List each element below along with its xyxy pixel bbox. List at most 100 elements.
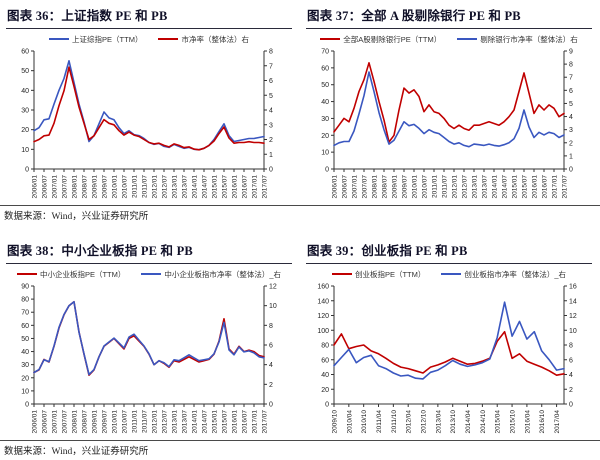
x-axis-tick-label: 2013/04 <box>435 410 442 434</box>
legend-line-swatch <box>49 37 70 41</box>
x-axis-tick-label: 2013/01 <box>172 410 179 434</box>
x-axis-tick-label: 2007/07 <box>62 410 69 434</box>
x-axis-tick-label: 2013/07 <box>182 175 189 199</box>
left-axis-tick-label: 120 <box>317 313 329 320</box>
left-axis-tick-label: 10 <box>21 388 29 395</box>
source-note-row-2: 数据来源：Wind，兴业证券研究所 <box>0 440 600 460</box>
x-axis-tick-label: 2006/01 <box>332 175 339 199</box>
x-axis-tick-label: 2006/07 <box>42 410 49 434</box>
right-axis-tick-label: 3 <box>569 127 573 134</box>
x-axis-tick-label: 2013/01 <box>472 175 479 199</box>
x-axis-tick-label: 2014/10 <box>480 410 487 434</box>
x-axis-tick-label: 2015/07 <box>222 175 229 199</box>
x-axis-tick-label: 2010/07 <box>422 175 429 199</box>
left-axis-tick-label: 50 <box>21 68 29 75</box>
x-axis-tick-label: 2008/07 <box>82 410 89 434</box>
x-axis-tick-label: 2009/07 <box>102 175 109 199</box>
right-axis-tick-label: 0 <box>569 167 573 174</box>
left-axis-tick-label: 0 <box>325 402 329 409</box>
legend-item: 创业板指PE（TTM） <box>331 269 426 280</box>
series-line-left <box>33 300 265 376</box>
x-axis-tick-label: 2012/10 <box>421 410 428 434</box>
left-axis-tick-label: 40 <box>21 349 29 356</box>
figure-37-panel: 图表 37：全部 A 股剔除银行 PE 和 PB 全部A股剔除银行PE（TTM）… <box>300 0 600 204</box>
x-axis-tick-label: 2012/07 <box>162 175 169 199</box>
x-axis-tick-label: 2016/07 <box>542 175 549 199</box>
left-axis-tick-label: 10 <box>21 147 29 154</box>
right-axis-tick-label: 10 <box>269 303 277 310</box>
x-axis-tick-label: 2015/01 <box>212 410 219 434</box>
right-axis-tick-label: 7 <box>569 75 573 82</box>
x-axis-tick-label: 2012/07 <box>462 175 469 199</box>
left-axis-tick-label: 60 <box>21 49 29 56</box>
x-axis-tick-label: 2006/01 <box>32 410 39 434</box>
x-axis-tick-label: 2012/04 <box>406 410 413 434</box>
x-axis-tick-label: 2012/01 <box>452 175 459 199</box>
x-axis-tick-label: 2010/04 <box>346 410 353 434</box>
x-axis-tick-label: 2011/07 <box>142 175 149 198</box>
right-axis-tick-label: 2 <box>569 387 573 394</box>
left-axis-tick-label: 160 <box>317 284 329 291</box>
x-axis-tick-label: 2015/04 <box>495 410 502 434</box>
series-line-left <box>333 330 565 376</box>
figure-36-panel: 图表 36：上证指数 PE 和 PB 上证综指PE（TTM） 市净率（整体法）右 … <box>0 0 300 204</box>
right-axis-tick-label: 6 <box>269 343 273 350</box>
figure-38-chart: 0 10 20 30 40 50 60 70 80 90 0 2 4 6 8 10 12 2006/01 2006/… <box>21 284 277 434</box>
left-axis-tick-label: 20 <box>21 375 29 382</box>
x-axis-tick-label: 2014/01 <box>192 410 199 434</box>
x-axis-tick-label: 2013/07 <box>182 410 189 434</box>
x-axis-tick-label: 2017/01 <box>552 175 559 199</box>
right-axis-tick-label: 2 <box>569 140 573 147</box>
legend-line-swatch <box>457 37 478 41</box>
right-axis-tick-label: 6 <box>569 88 573 95</box>
right-axis-tick-label: 4 <box>569 372 573 379</box>
x-axis-tick-label: 2012/01 <box>152 410 159 434</box>
right-axis-tick-label: 2 <box>269 137 273 144</box>
x-axis-tick-label: 2008/01 <box>72 175 79 199</box>
right-axis-tick-label: 12 <box>269 284 277 291</box>
legend-label: 创业板指市净率（整体法）_右 <box>464 269 567 279</box>
legend-line-swatch <box>16 272 37 276</box>
x-axis-tick-label: 2009/07 <box>102 410 109 434</box>
legend-line-swatch <box>331 272 352 276</box>
x-axis-tick-label: 2009/07 <box>402 175 409 199</box>
figure-37-legend: 全部A股剔除银行PE（TTM） 剔除银行市净率（整体法）右 <box>306 33 592 45</box>
legend-line-swatch <box>320 37 341 41</box>
legend-label: 上证综指PE（TTM） <box>72 34 143 44</box>
right-axis-tick-label: 10 <box>569 328 577 335</box>
left-axis-tick-label: 80 <box>21 297 29 304</box>
right-axis-tick-label: 8 <box>269 49 273 56</box>
x-axis-tick-label: 2017/07 <box>562 175 569 199</box>
figure-38-panel: 图表 38：中小企业板指 PE 和 PB 中小企业板指PE（TTM） 中小企业板指… <box>0 235 300 439</box>
x-axis-tick-label: 2008/07 <box>82 175 89 199</box>
x-axis-tick-label: 2008/01 <box>72 410 79 434</box>
legend-label: 创业板指PE（TTM） <box>354 269 426 279</box>
left-axis-tick-label: 20 <box>321 387 329 394</box>
x-axis-tick-label: 2007/01 <box>52 175 59 199</box>
x-axis-tick-label: 2015/01 <box>212 175 219 199</box>
x-axis-tick-label: 2009/10 <box>332 410 339 434</box>
left-axis-tick-label: 30 <box>21 108 29 115</box>
x-axis-tick-label: 2014/07 <box>202 175 209 199</box>
x-axis-tick-label: 2016/10 <box>539 410 546 434</box>
legend-item: 上证综指PE（TTM） <box>49 34 142 45</box>
left-axis-tick-label: 50 <box>21 336 29 343</box>
figure-36-title: 图表 36：上证指数 PE 和 PB <box>6 3 292 29</box>
x-axis-tick-label: 2015/07 <box>222 410 229 434</box>
right-axis-tick-label: 0 <box>569 402 573 409</box>
right-axis-tick-label: 5 <box>269 93 273 100</box>
legend-label: 中小企业板指市净率（整体法）_右 <box>164 269 282 279</box>
legend-item: 全部A股剔除银行PE（TTM） <box>320 34 441 45</box>
left-axis-tick-label: 70 <box>321 49 329 56</box>
left-axis-tick-label: 90 <box>21 284 29 291</box>
right-axis-tick-label: 1 <box>569 153 573 160</box>
legend-line-swatch <box>141 272 162 276</box>
right-axis-tick-label: 6 <box>269 78 273 85</box>
left-axis-tick-label: 60 <box>321 357 329 364</box>
right-axis-tick-label: 4 <box>269 362 273 369</box>
x-axis-tick-label: 2017/01 <box>252 410 259 434</box>
right-axis-tick-label: 0 <box>269 402 273 409</box>
x-axis-tick-label: 2011/07 <box>142 410 149 433</box>
left-axis-tick-label: 20 <box>321 133 329 140</box>
x-axis-tick-label: 2008/01 <box>372 175 379 199</box>
